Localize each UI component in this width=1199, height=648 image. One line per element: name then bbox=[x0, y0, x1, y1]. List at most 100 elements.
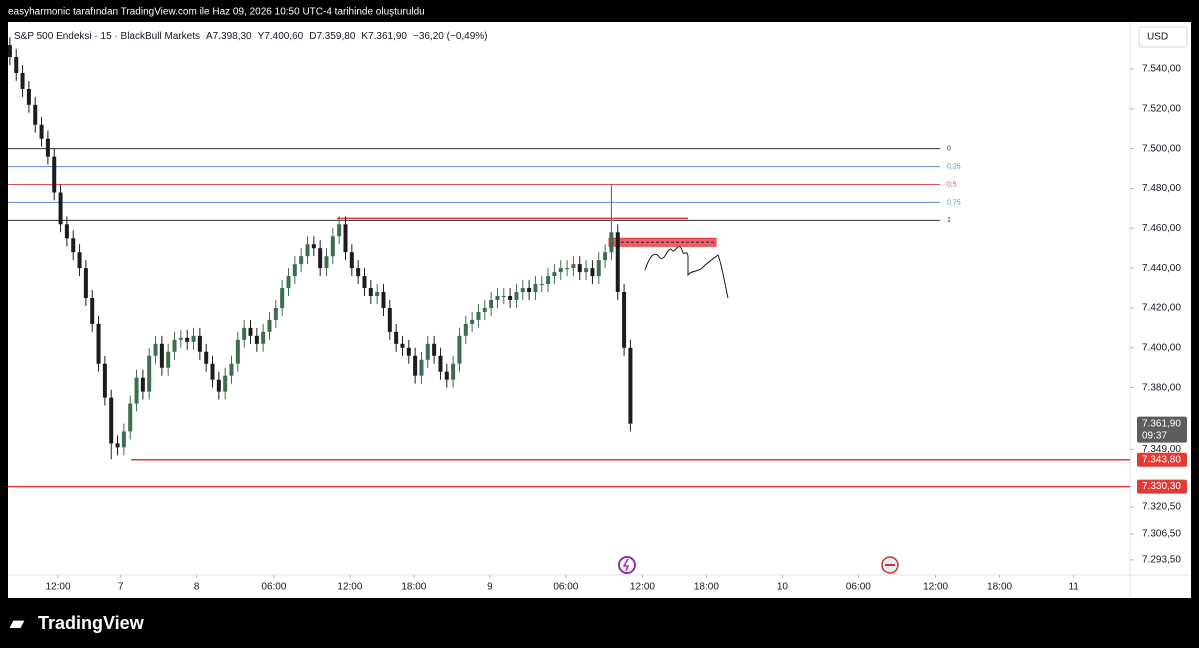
candle-body bbox=[539, 284, 544, 286]
x-tick-label: 12:00 bbox=[630, 582, 655, 593]
candle-body bbox=[590, 268, 595, 277]
candle-body bbox=[400, 343, 405, 348]
candle-body bbox=[571, 264, 576, 269]
y-tick-label: 7.480,00 bbox=[1142, 183, 1181, 194]
candle-body bbox=[603, 252, 608, 261]
price-badge bbox=[1137, 452, 1187, 467]
y-tick-label: 7.460,00 bbox=[1142, 223, 1181, 234]
x-tick-label: 06:00 bbox=[846, 582, 871, 593]
x-tick-label: 10 bbox=[777, 582, 789, 593]
x-tick-label: 06:00 bbox=[553, 582, 578, 593]
candle-body bbox=[622, 292, 627, 348]
price-badge bbox=[1137, 416, 1187, 443]
event-icon-bolt bbox=[622, 558, 630, 572]
fib-label: 1 bbox=[947, 217, 951, 224]
candle-body bbox=[178, 337, 183, 340]
drawing bbox=[644, 245, 729, 299]
candle-body bbox=[387, 307, 392, 332]
candle-body bbox=[64, 224, 69, 239]
candle-body bbox=[52, 156, 57, 193]
candle-body bbox=[394, 331, 399, 344]
candle-body bbox=[273, 307, 278, 320]
candle-body bbox=[216, 379, 221, 392]
candle-body bbox=[292, 264, 297, 277]
candle-body bbox=[527, 288, 532, 293]
candle-body bbox=[577, 264, 582, 273]
y-tick-label: 7.306,50 bbox=[1142, 529, 1181, 540]
candle-body bbox=[343, 224, 348, 253]
candle-body bbox=[628, 347, 633, 424]
y-tick-label: 7.520,00 bbox=[1142, 103, 1181, 114]
candle-body bbox=[552, 272, 557, 277]
candle-body bbox=[20, 72, 25, 89]
candle-body bbox=[514, 292, 519, 300]
candle-body bbox=[147, 355, 152, 392]
candle-body bbox=[248, 327, 253, 336]
candle-body bbox=[267, 319, 272, 332]
candle-body bbox=[463, 323, 468, 336]
candle-body bbox=[210, 363, 215, 380]
y-tick-label: 7.540,00 bbox=[1142, 64, 1181, 75]
candle-body bbox=[204, 351, 209, 364]
candle-body bbox=[128, 403, 133, 432]
candle-body bbox=[584, 268, 589, 273]
candle-body bbox=[419, 359, 424, 376]
candle-body bbox=[451, 363, 456, 380]
x-tick-label: 18:00 bbox=[401, 582, 426, 593]
y-tick-label: 7.400,00 bbox=[1142, 342, 1181, 353]
x-tick-label: 12:00 bbox=[337, 582, 362, 593]
candle-body bbox=[489, 299, 494, 308]
x-tick-label: 11 bbox=[1068, 582, 1079, 593]
candle-body bbox=[444, 371, 449, 380]
candle-body bbox=[533, 284, 538, 293]
currency-box[interactable] bbox=[1138, 26, 1188, 48]
candle-body bbox=[140, 377, 145, 392]
x-tick-label: 18:00 bbox=[987, 582, 1012, 593]
legend-high: Y7.400,60 bbox=[258, 31, 304, 42]
candle-body bbox=[58, 192, 63, 225]
candle-body bbox=[197, 335, 202, 352]
candle-body bbox=[546, 276, 551, 285]
candle-body bbox=[185, 337, 190, 342]
candle-body bbox=[71, 238, 76, 253]
legend-title: S&P 500 Endeksi · 15 · BlackBull Markets… bbox=[14, 31, 488, 42]
x-tick-label: 06:00 bbox=[261, 582, 286, 593]
candle-body bbox=[159, 343, 164, 368]
candle-body bbox=[337, 224, 342, 237]
caption: easyharmonic tarafından TradingView.com … bbox=[8, 7, 425, 18]
candle-body bbox=[286, 276, 291, 289]
candle-body bbox=[242, 327, 247, 340]
candle-body bbox=[565, 268, 570, 270]
candle-body bbox=[229, 363, 234, 376]
candle-body bbox=[413, 355, 418, 376]
candle-body bbox=[90, 298, 95, 324]
candle-body bbox=[311, 244, 316, 249]
chart-panel bbox=[8, 22, 1191, 598]
candle-body bbox=[406, 347, 411, 356]
currency[interactable]: USD bbox=[1147, 32, 1168, 43]
candle-body bbox=[121, 431, 126, 448]
candle-body bbox=[153, 343, 158, 356]
candle-body bbox=[457, 335, 462, 364]
brand: TradingView bbox=[38, 613, 145, 633]
price-badge-sub: 09:37 bbox=[1142, 430, 1167, 441]
x-tick-label: 7 bbox=[118, 582, 124, 593]
candle-body bbox=[305, 244, 310, 257]
legend-open: A7.398,30 bbox=[206, 31, 252, 42]
fib-label: 0,5 bbox=[947, 181, 957, 188]
candle-body bbox=[45, 138, 50, 157]
y-tick-label: 7.500,00 bbox=[1142, 143, 1181, 154]
x-tick-label: 12:00 bbox=[46, 582, 71, 593]
price-badge-label: 7.361,90 bbox=[1142, 418, 1181, 429]
event-icon[interactable] bbox=[618, 556, 636, 574]
candle-body bbox=[438, 355, 443, 372]
candle-body bbox=[318, 248, 323, 269]
candle-body bbox=[381, 292, 386, 308]
price-badge-label: 7.343,80 bbox=[1142, 454, 1181, 465]
candle-body bbox=[299, 256, 304, 265]
candle-body bbox=[191, 335, 196, 342]
candle-body bbox=[134, 377, 139, 404]
legend-low: D7.359,80 bbox=[309, 31, 356, 42]
y-tick-label: 7.349,00 bbox=[1142, 444, 1181, 455]
